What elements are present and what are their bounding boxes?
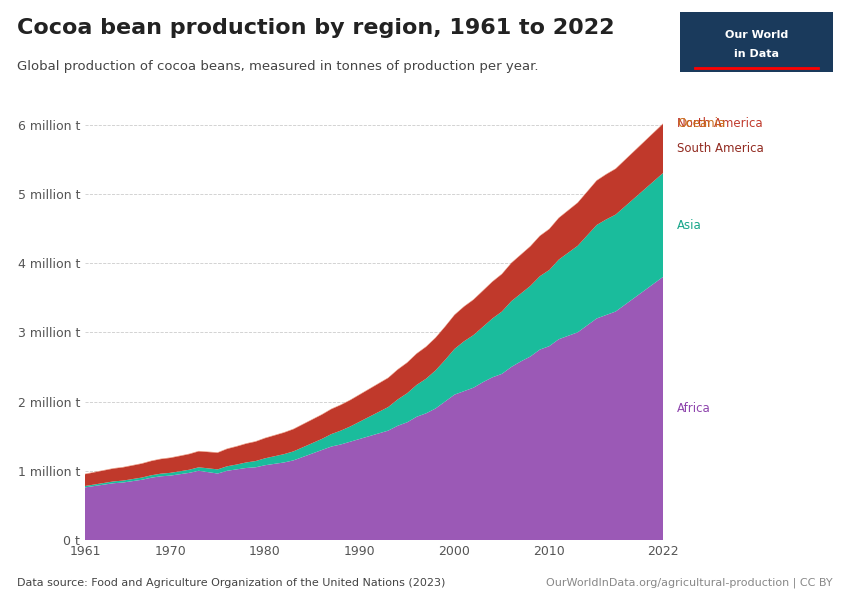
- Text: Data source: Food and Agriculture Organization of the United Nations (2023): Data source: Food and Agriculture Organi…: [17, 578, 445, 588]
- Text: South America: South America: [677, 142, 764, 155]
- Text: Africa: Africa: [677, 402, 711, 415]
- Text: Oceania: Oceania: [677, 117, 725, 130]
- Text: Cocoa bean production by region, 1961 to 2022: Cocoa bean production by region, 1961 to…: [17, 18, 615, 38]
- Text: OurWorldInData.org/agricultural-production | CC BY: OurWorldInData.org/agricultural-producti…: [547, 577, 833, 588]
- Text: Our World: Our World: [725, 30, 788, 40]
- Text: Global production of cocoa beans, measured in tonnes of production per year.: Global production of cocoa beans, measur…: [17, 60, 539, 73]
- Text: Asia: Asia: [677, 218, 702, 232]
- Text: in Data: in Data: [734, 49, 779, 59]
- Text: North America: North America: [677, 117, 762, 130]
